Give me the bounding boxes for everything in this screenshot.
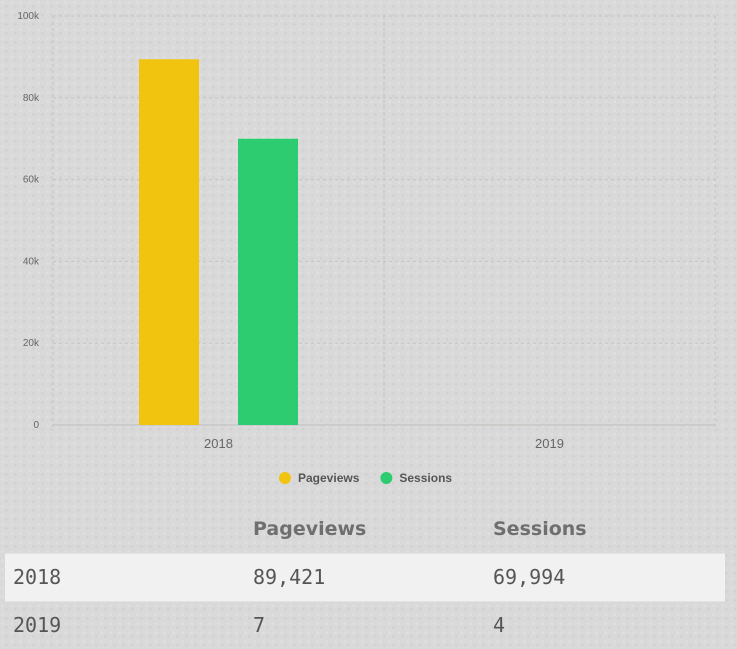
chart-legend: Pageviews Sessions (279, 471, 452, 485)
legend-marker-pageviews (279, 472, 291, 484)
data-table: Pageviews Sessions 2018 89,421 69,994 20… (5, 506, 725, 649)
table-cell-year: 2019 (13, 602, 61, 649)
x-tick-label: 2019 (535, 436, 564, 451)
table-cell-pageviews: 7 (253, 602, 265, 649)
table-row: 2018 89,421 69,994 (5, 553, 725, 602)
table-header-row: Pageviews Sessions (5, 506, 725, 553)
legend-label-sessions: Sessions (399, 471, 452, 485)
y-axis: 0 20k 40k 60k 80k 100k (17, 11, 40, 431)
table-row: 2019 7 4 (5, 602, 725, 649)
table-cell-year: 2018 (13, 554, 61, 601)
y-tick-label: 100k (17, 11, 40, 22)
legend-marker-sessions (380, 472, 392, 484)
table-cell-sessions: 4 (493, 602, 505, 649)
y-tick-label: 0 (33, 420, 39, 431)
bar-sessions-2018 (238, 139, 298, 425)
bar-pageviews-2018 (139, 59, 199, 425)
y-tick-label: 60k (23, 175, 40, 186)
table-header-sessions: Sessions (493, 506, 587, 553)
bar-chart: 0 20k 40k 60k 80k 100k 2018 2019 Pageviews Sess… (0, 0, 737, 500)
x-tick-label: 2018 (204, 436, 233, 451)
table-cell-sessions: 69,994 (493, 554, 565, 601)
table-cell-pageviews: 89,421 (253, 554, 325, 601)
x-axis: 2018 2019 (204, 436, 564, 451)
y-tick-label: 20k (23, 338, 40, 349)
legend-label-pageviews: Pageviews (298, 471, 360, 485)
y-tick-label: 80k (23, 93, 40, 104)
table-header-pageviews: Pageviews (253, 506, 366, 553)
y-tick-label: 40k (23, 256, 40, 267)
